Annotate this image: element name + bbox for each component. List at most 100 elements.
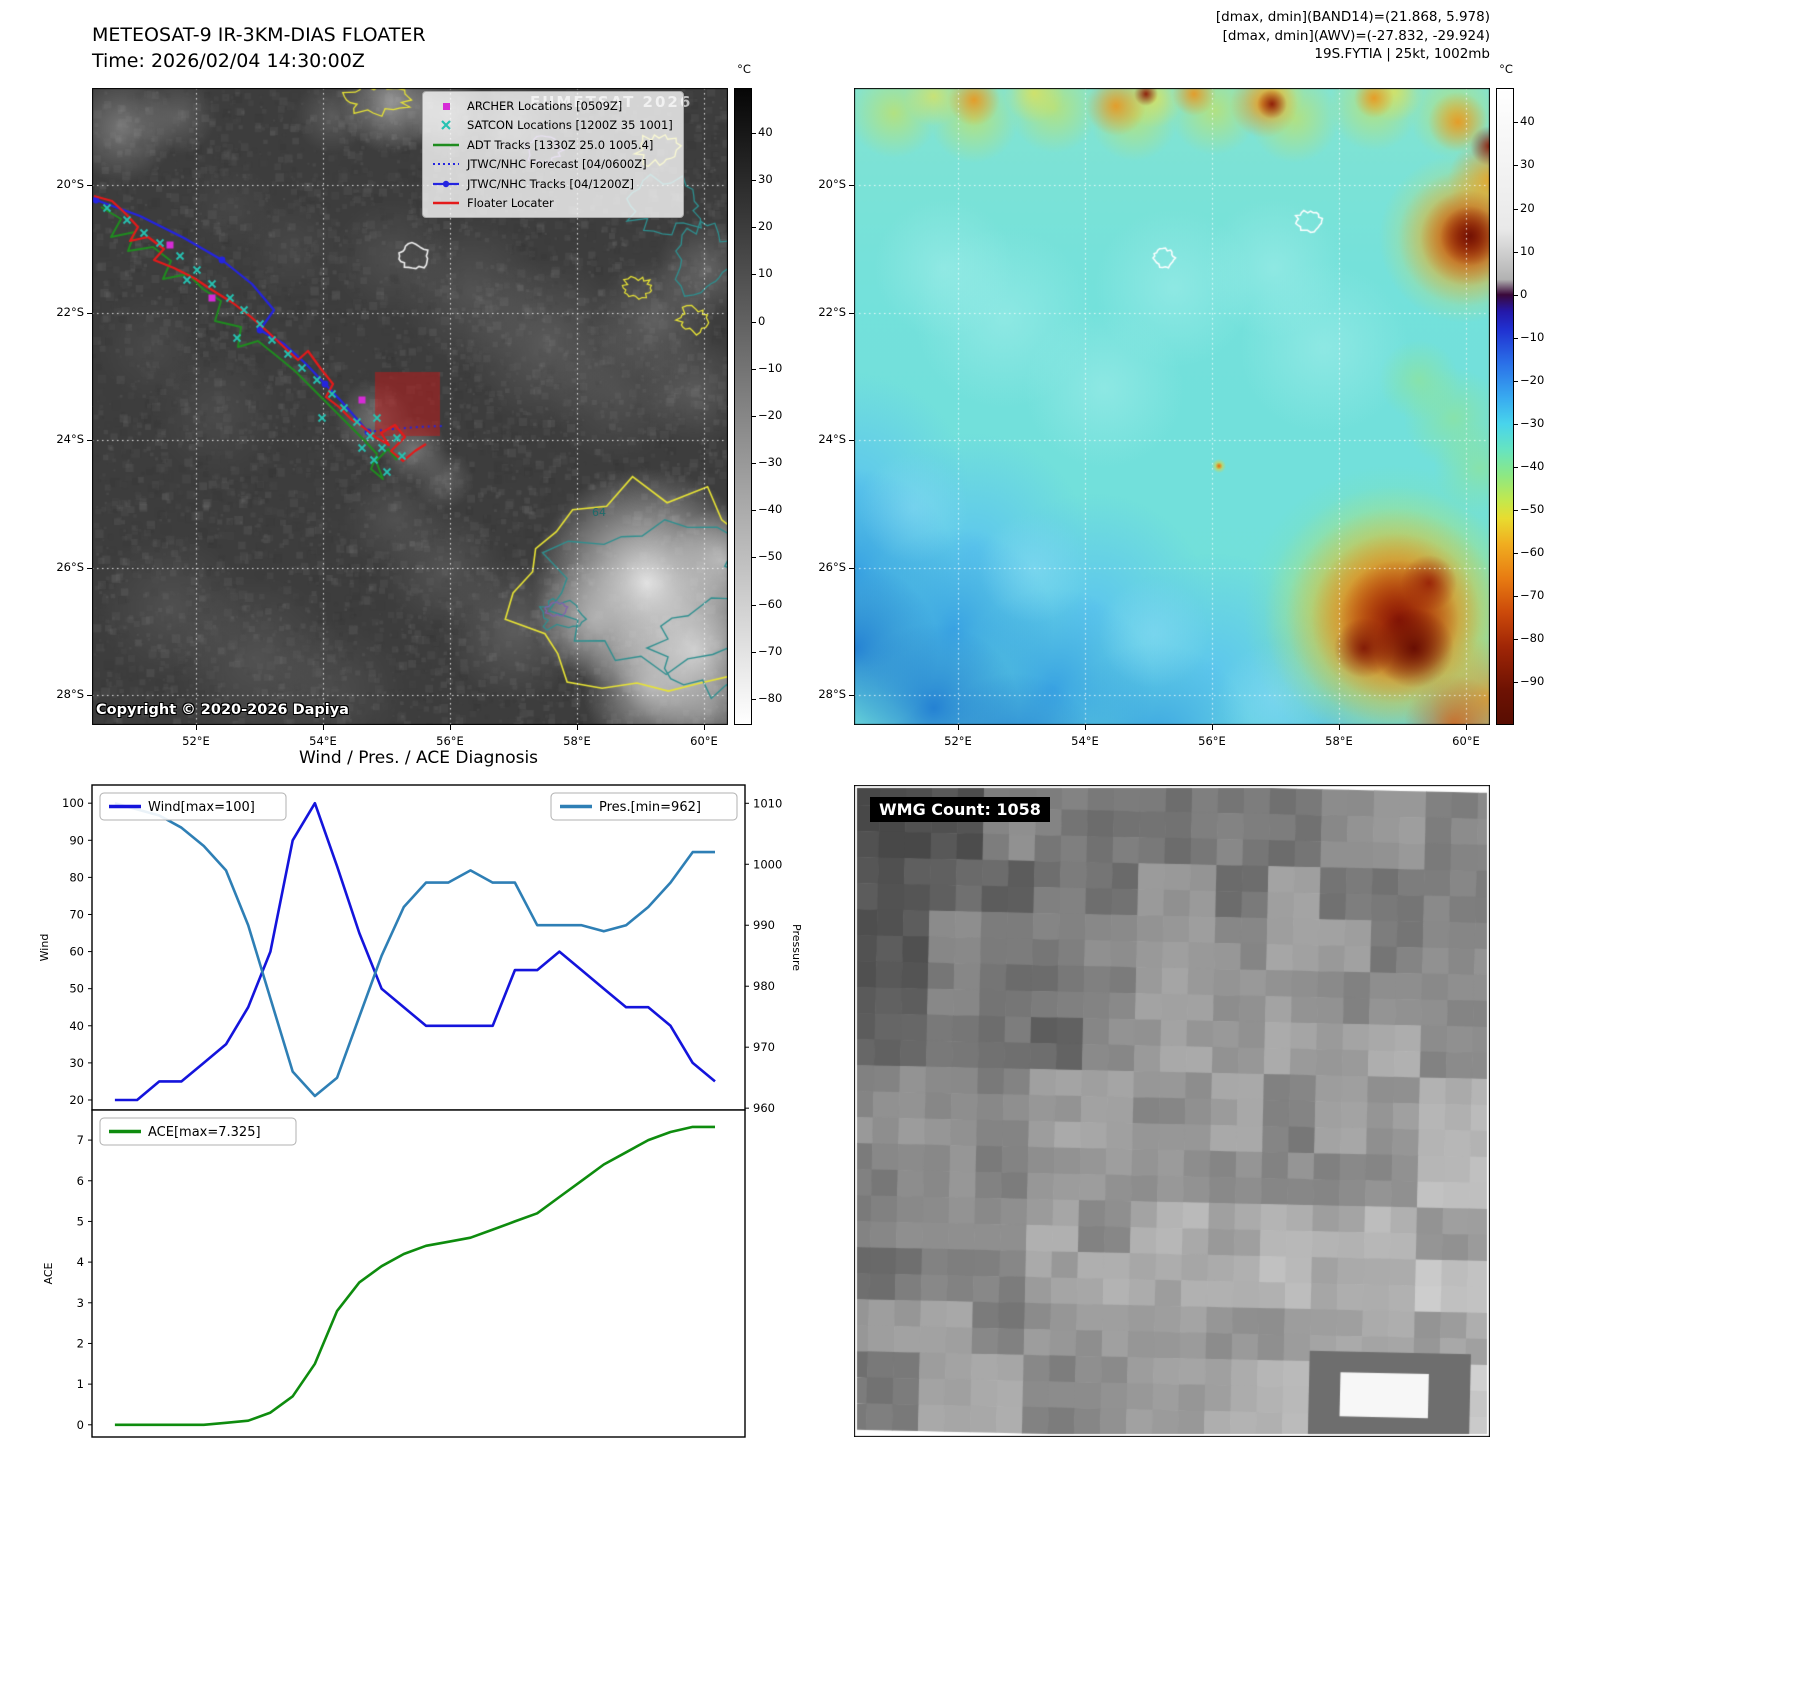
left-tick-label: 7: [77, 1133, 84, 1147]
right-colorbar-tick-label: 20: [1520, 201, 1535, 215]
left-tick-label: 50: [69, 982, 84, 996]
left-tick-label: 100: [62, 796, 84, 810]
right-map-y-tickmark: [849, 695, 854, 696]
right-colorbar-tick-label: 10: [1520, 244, 1535, 258]
dotted-legend-icon: [429, 157, 463, 171]
wmg-mosaic: [854, 785, 1490, 1437]
right-colorbar-tick-label: −80: [1520, 631, 1545, 645]
legend-label: JTWC/NHC Tracks [04/1200Z]: [467, 176, 634, 191]
left-colorbar-tickmark: [752, 133, 756, 134]
left-map-y-tickmark: [87, 440, 92, 441]
right-tick-label: 970: [753, 1040, 775, 1054]
pressure-legend-box: [550, 792, 738, 821]
right-colorbar-tickmark: [1514, 381, 1518, 382]
right-colorbar-tick-label: −50: [1520, 502, 1545, 516]
legend-label: ARCHER Locations [0509Z]: [467, 98, 623, 113]
left-colorbar-tick-label: −30: [758, 455, 783, 469]
right-colorbar-unit: °C: [1499, 62, 1513, 76]
pressure-axis-label: Pressure: [790, 924, 803, 971]
right-colorbar-tick-label: 30: [1520, 157, 1535, 171]
right-map-y-tickmark: [849, 440, 854, 441]
left-map-y-tickmark: [87, 313, 92, 314]
left-colorbar-tickmark: [752, 510, 756, 511]
legend-row: SATCON Locations [1200Z 35 1001]: [429, 116, 673, 136]
left-tick-label: 60: [69, 945, 84, 959]
left-map-lon-label: 56°E: [436, 734, 464, 748]
legend-row: JTWC/NHC Forecast [04/0600Z]: [429, 155, 673, 175]
page-title: METEOSAT-9 IR-3KM-DIAS FLOATER: [92, 24, 426, 46]
right-tick-label: 990: [753, 918, 775, 932]
left-map-lon-label: 52°E: [182, 734, 210, 748]
right-map-y-tickmark: [849, 185, 854, 186]
diagnosis-chart-title: Wind / Pres. / ACE Diagnosis: [298, 748, 539, 768]
right-map-lat-label: 20°S: [818, 177, 846, 191]
left-colorbar-tick-label: 0: [758, 314, 766, 328]
left-colorbar-tickmark: [752, 369, 756, 370]
left-colorbar-tickmark: [752, 416, 756, 417]
right-colorbar-tick-label: −30: [1520, 416, 1545, 430]
right-map-x-tickmark: [1466, 725, 1467, 730]
left-colorbar-tick-label: −50: [758, 549, 783, 563]
left-tick-label: 80: [69, 870, 84, 884]
map-legend: ARCHER Locations [0509Z] SATCON Locations…: [422, 91, 684, 218]
stat-band14: [dmax, dmin](BAND14)=(21.868, 5.978): [1215, 9, 1490, 25]
chart-bg: [92, 785, 745, 1110]
right-colorbar-tickmark: [1514, 424, 1518, 425]
right-colorbar-tick-label: −60: [1520, 545, 1545, 559]
right-colorbar-bar: [1496, 88, 1514, 725]
left-tick-label: 90: [69, 833, 84, 847]
series-pressure: [114, 802, 715, 1098]
left-tick-label: 30: [69, 1056, 84, 1070]
legend-label: JTWC/NHC Forecast [04/0600Z]: [467, 157, 647, 172]
right-colorbar-tick-label: 40: [1520, 114, 1535, 128]
ir-color-map: [854, 88, 1490, 725]
right-map-lon-label: 56°E: [1198, 734, 1226, 748]
square-legend-icon: [429, 99, 463, 113]
left-tick-label: 2: [77, 1336, 84, 1350]
left-colorbar-tickmark: [752, 322, 756, 323]
right-colorbar-tickmark: [1514, 553, 1518, 554]
wind-pressure-chart: 20 30 40 50 60 70 80 90 100 960 970 980 990 1000 1010 W…: [38, 784, 803, 1115]
right-colorbar-tick-label: −70: [1520, 588, 1545, 602]
right-tick-label: 1010: [753, 796, 782, 810]
legend-row: Floater Locater: [429, 194, 673, 214]
track-dot-icon: [442, 180, 450, 187]
right-colorbar-tickmark: [1514, 122, 1518, 123]
legend-row: JTWC/NHC Tracks [04/1200Z]: [429, 174, 673, 194]
right-map-y-tickmark: [849, 568, 854, 569]
left-tick-label: 1: [77, 1377, 84, 1391]
chart-bg: [92, 1110, 745, 1437]
left-tick-label: 4: [77, 1255, 84, 1269]
right-map-x-tickmark: [1339, 725, 1340, 730]
left-colorbar-tickmark: [752, 180, 756, 181]
ace-chart: 0 1 2 3 4 5 6 7 ACE ACE[max=7.325]: [42, 1109, 746, 1438]
left-colorbar-tick-label: −80: [758, 691, 783, 705]
left-colorbar-tick-label: 10: [758, 266, 773, 280]
right-map-lat-label: 28°S: [818, 687, 846, 701]
right-colorbar-tick-label: −10: [1520, 330, 1545, 344]
left-map-y-tickmark: [87, 695, 92, 696]
right-colorbar-tick-label: −40: [1520, 459, 1545, 473]
left-colorbar-tickmark: [752, 557, 756, 558]
left-map-x-tickmark: [450, 725, 451, 730]
right-tick-label: 1000: [753, 857, 782, 871]
left-map-lat-label: 20°S: [56, 177, 84, 191]
left-map-lat-label: 28°S: [56, 687, 84, 701]
left-map-lon-label: 54°E: [309, 734, 337, 748]
legend-label: ADT Tracks [1330Z 25.0 1005.4]: [467, 137, 654, 152]
left-map-x-tickmark: [704, 725, 705, 730]
left-map-x-tickmark: [196, 725, 197, 730]
left-colorbar-tick-label: 20: [758, 219, 773, 233]
right-colorbar-tick-label: −90: [1520, 674, 1545, 688]
legend-row: ARCHER Locations [0509Z]: [429, 96, 673, 116]
left-colorbar-tickmark: [752, 605, 756, 606]
line-legend-icon: [429, 196, 463, 210]
right-map-x-tickmark: [1212, 725, 1213, 730]
left-colorbar-unit: °C: [737, 62, 751, 76]
right-map-lon-label: 54°E: [1071, 734, 1099, 748]
right-colorbar-tickmark: [1514, 252, 1518, 253]
right-colorbar-tickmark: [1514, 467, 1518, 468]
left-tick-label: 70: [69, 907, 84, 921]
left-tick-label: 40: [69, 1019, 84, 1033]
